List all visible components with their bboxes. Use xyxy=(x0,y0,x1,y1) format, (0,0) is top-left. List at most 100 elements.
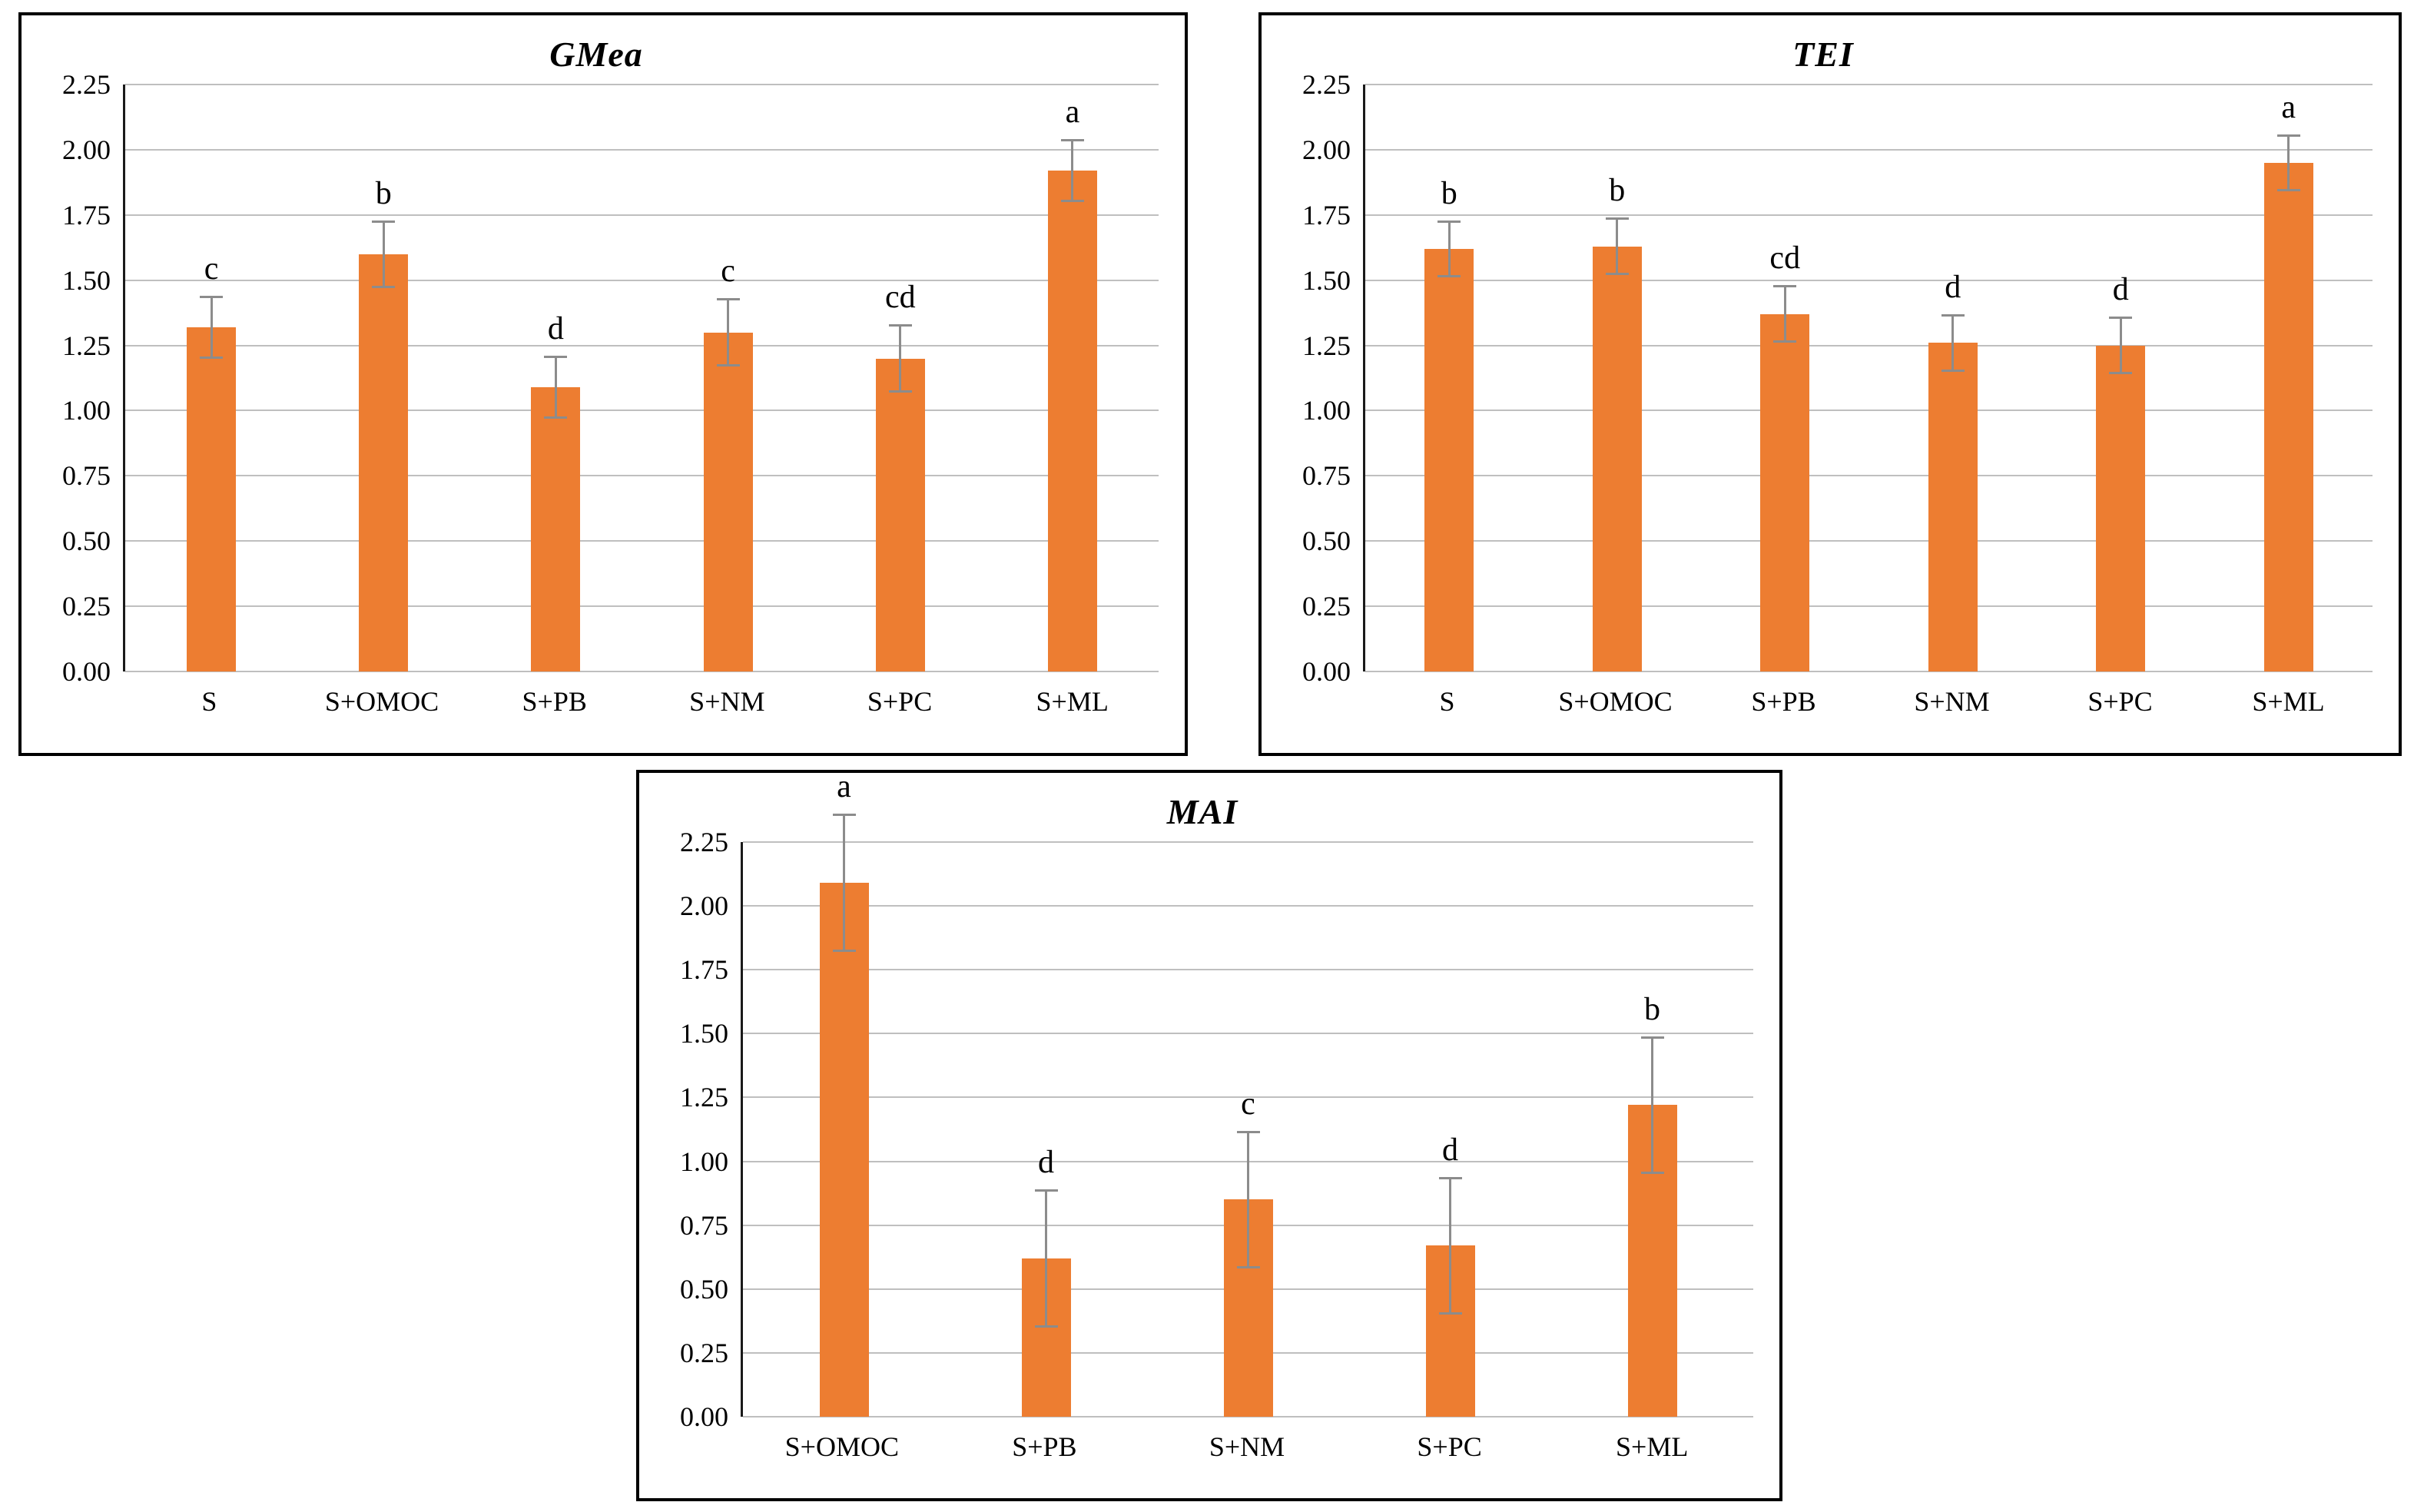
error-bar xyxy=(1236,1130,1260,1269)
error-bar xyxy=(1640,1036,1664,1175)
error-bar-cap xyxy=(200,296,224,299)
bar-slot: d xyxy=(2037,85,2205,671)
x-axis-label: S+PB xyxy=(1012,1431,1077,1462)
y-tick-label: 2.00 xyxy=(680,890,728,922)
gridline xyxy=(1365,540,2373,542)
gridline xyxy=(1365,410,2373,412)
gridline xyxy=(125,84,1159,85)
x-axis-label: S+PC xyxy=(867,686,933,717)
error-bar-cap xyxy=(1941,313,1965,317)
error-bar xyxy=(544,356,568,419)
error-bar xyxy=(2276,134,2300,192)
bar-s-ml xyxy=(1047,171,1097,671)
error-bar xyxy=(1773,285,1797,343)
gridline xyxy=(1365,671,2373,672)
gridline xyxy=(1365,84,2373,85)
significance-letter: c xyxy=(721,254,735,290)
error-bar-line xyxy=(1449,1176,1451,1315)
error-bar xyxy=(2109,317,2133,374)
bar-s xyxy=(1424,248,1474,671)
significance-letter: b xyxy=(375,175,392,211)
error-bar-line xyxy=(1045,1189,1047,1328)
y-tick-label: 0.50 xyxy=(62,526,111,557)
bar-slot: d xyxy=(945,842,1147,1417)
error-bar xyxy=(1438,1176,1462,1315)
error-bar-cap xyxy=(1060,139,1084,142)
error-bar-cap xyxy=(1941,369,1965,372)
bar-slot: b xyxy=(1534,85,1702,671)
error-bar-cap xyxy=(1640,1036,1664,1039)
error-bar-cap xyxy=(2109,317,2133,320)
y-tick-label: 1.25 xyxy=(1302,330,1351,361)
gridline xyxy=(743,905,1753,907)
y-tick-label: 2.00 xyxy=(62,134,111,165)
tei-plot-area: b b cd d d a xyxy=(1363,84,2373,672)
significance-letter: c xyxy=(1241,1086,1255,1122)
error-bar-line xyxy=(382,220,385,288)
error-bar-cap xyxy=(716,298,740,301)
significance-letter: d xyxy=(1038,1145,1054,1181)
x-axis-label: S+ML xyxy=(1036,686,1109,717)
error-bar-cap xyxy=(1236,1130,1260,1133)
significance-letter: d xyxy=(2112,272,2129,308)
gridline xyxy=(1365,605,2373,608)
gridline xyxy=(125,410,1159,412)
error-bar-line xyxy=(1247,1130,1249,1269)
error-bar-cap xyxy=(1060,199,1084,202)
gridline xyxy=(743,1033,1753,1035)
mai-chart-panel: MAI 0.00 0.25 0.50 0.75 1.00 1.25 1.50 1.75 2.00… xyxy=(636,770,1782,1501)
bar-s-pb xyxy=(1760,313,1810,671)
y-tick-label: 1.50 xyxy=(1302,264,1351,296)
bar-s-nm xyxy=(1928,343,1978,671)
bar-s-omoc xyxy=(359,254,409,671)
bar-slot: d xyxy=(1869,85,2038,671)
error-bar-cap xyxy=(2276,134,2300,137)
gridline xyxy=(125,475,1159,477)
error-bar-cap xyxy=(1773,340,1797,343)
error-bar-line xyxy=(210,296,213,359)
x-axis-label: S+NM xyxy=(1914,686,1990,717)
error-bar-cap xyxy=(1034,1189,1058,1192)
gridline xyxy=(743,1416,1753,1418)
significance-letter: d xyxy=(547,311,564,347)
x-axis-label: S+PC xyxy=(1417,1431,1482,1462)
error-bar xyxy=(888,324,912,393)
error-bar-cap xyxy=(1605,272,1629,275)
y-tick-label: 0.00 xyxy=(680,1401,728,1432)
y-tick-label: 1.75 xyxy=(680,954,728,986)
y-tick-label: 0.75 xyxy=(62,460,111,492)
y-tick-label: 1.75 xyxy=(62,199,111,230)
significance-letter: b xyxy=(1441,175,1457,211)
gridline xyxy=(1365,148,2373,151)
bar-s-nm xyxy=(703,332,753,671)
error-bar xyxy=(372,220,396,288)
error-bar-cap xyxy=(1438,1312,1462,1315)
error-bar-cap xyxy=(888,390,912,393)
gmea-chart-panel: GMea 0.00 0.25 0.50 0.75 1.00 1.25 1.50 1.75 2.0… xyxy=(18,12,1188,756)
y-tick-label: 0.25 xyxy=(1302,591,1351,622)
y-tick-label: 1.50 xyxy=(62,264,111,296)
y-tick-label: 0.50 xyxy=(680,1273,728,1305)
x-axis-label: S+NM xyxy=(1209,1431,1285,1462)
bar-slot: b xyxy=(1551,842,1753,1417)
error-bar-line xyxy=(1616,217,1619,275)
x-axis-label: S+PB xyxy=(522,686,587,717)
error-bar-cap xyxy=(832,949,856,952)
bar-slots: b b cd d d a xyxy=(1365,85,2373,671)
error-bar-cap xyxy=(2109,371,2133,374)
error-bar xyxy=(1941,313,1965,372)
x-axis-label: S+OMOC xyxy=(784,1431,899,1462)
bar-slot: d xyxy=(1349,842,1551,1417)
bar-slot: d xyxy=(469,85,642,671)
error-bar-line xyxy=(2119,317,2122,374)
y-tick-label: 1.00 xyxy=(680,1146,728,1177)
bar-s xyxy=(187,327,237,671)
error-bar-cap xyxy=(372,285,396,288)
bar-s-omoc xyxy=(1592,246,1642,671)
error-bar-line xyxy=(554,356,557,419)
y-tick-label: 0.75 xyxy=(680,1209,728,1241)
gridline xyxy=(1365,279,2373,281)
gmea-chart-title: GMea xyxy=(549,35,643,74)
error-bar xyxy=(200,296,224,359)
significance-letter: cd xyxy=(1769,240,1801,277)
